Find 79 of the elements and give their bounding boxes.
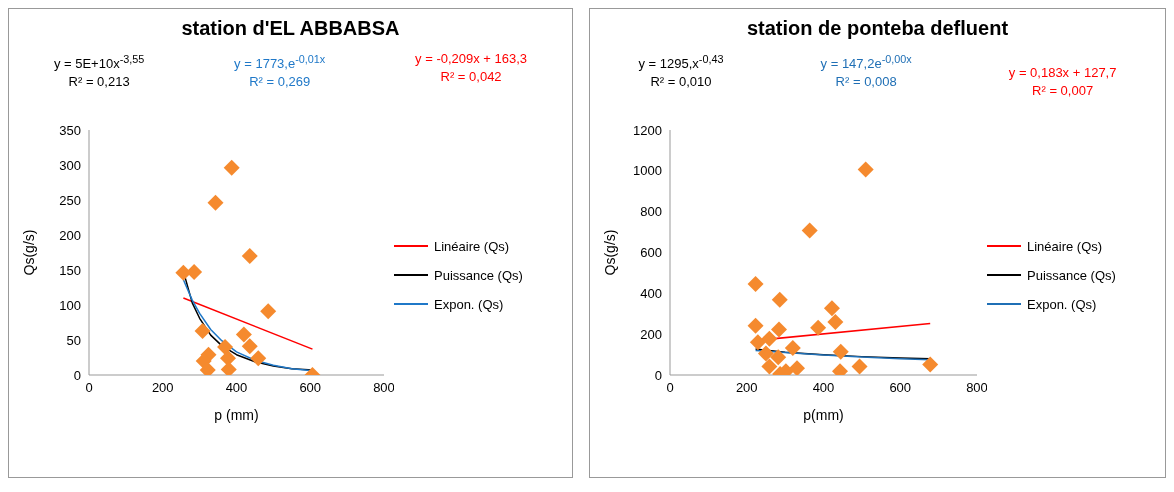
x-tick-label: 800: [373, 380, 395, 396]
point: [789, 360, 806, 375]
y-tick-label: 350: [59, 122, 81, 138]
y-tick-label: 300: [59, 157, 81, 173]
y-tick-label: 800: [640, 204, 662, 220]
point: [770, 321, 787, 338]
y-tick-label: 50: [66, 332, 81, 348]
y-tick-label: 1000: [633, 163, 662, 179]
point: [220, 361, 237, 375]
legend-label: Linéaire (Qs): [434, 238, 510, 254]
x-axis-title: p (mm): [214, 407, 259, 423]
point: [747, 275, 764, 292]
point: [223, 159, 240, 176]
point: [250, 350, 267, 367]
text: y = 0,183x + 127,7: [1008, 64, 1117, 82]
x-tick-label: 400: [225, 380, 248, 396]
point: [241, 248, 258, 264]
x-tick-label: 800: [966, 380, 988, 396]
y-tick-label: 0: [654, 367, 662, 383]
point: [801, 222, 818, 239]
point: [851, 358, 868, 375]
point: [810, 319, 827, 336]
chart-title: station de ponteba defluent: [745, 17, 1010, 40]
legend-label: Puissance (Qs): [434, 267, 523, 283]
x-tick-label: 600: [299, 380, 322, 396]
x-tick-label: 0: [666, 380, 674, 396]
point: [922, 356, 939, 373]
x-tick-label: 600: [889, 380, 912, 396]
legend-label: Linéaire (Qs): [1027, 238, 1103, 254]
text: y = 1773,e$^{-0,01x}$: [234, 52, 326, 74]
y-tick-label: 250: [59, 192, 81, 208]
point: [241, 338, 258, 355]
text: R² = 0,007: [1031, 82, 1095, 100]
point: [194, 322, 211, 339]
text: y = 147,2e$^{-0,00x}$: [820, 52, 912, 74]
point: [260, 303, 277, 320]
x-tick-label: 400: [812, 380, 835, 396]
legend-label: Expon. (Qs): [1027, 296, 1097, 312]
point: [757, 345, 774, 362]
y-tick-label: 100: [59, 297, 81, 313]
text: y = 1295,x$^{-0,43}$: [638, 52, 724, 74]
text: y = 5E+10x$^{-3,55}$: [53, 52, 145, 74]
text: R² = 0,213: [67, 73, 131, 92]
text: R² = 0,008: [834, 73, 898, 92]
y-tick-label: 150: [59, 262, 81, 278]
x-axis-title: p(mm): [803, 407, 844, 423]
point: [207, 194, 224, 211]
legend-label: Puissance (Qs): [1027, 267, 1116, 283]
y-tick-label: 0: [73, 367, 81, 383]
x-tick-label: 200: [151, 380, 174, 396]
point: [771, 291, 788, 308]
y-tick-label: 200: [640, 326, 662, 342]
point: [770, 349, 787, 366]
text: R² = 0,042: [439, 68, 503, 86]
x-tick-label: 0: [85, 380, 93, 396]
point: [823, 300, 840, 317]
point: [761, 330, 778, 347]
y-tick-label: 400: [640, 285, 662, 301]
chart-title: station d'EL ABBABSA: [180, 17, 401, 40]
text: R² = 0,010: [649, 73, 713, 92]
point: [832, 343, 849, 360]
y-axis-title: Qs(g/s): [20, 229, 37, 276]
y-tick-label: 1200: [633, 122, 662, 138]
y-tick-label: 600: [640, 245, 662, 261]
point: [857, 161, 874, 178]
point: [827, 313, 844, 330]
point: [235, 326, 252, 343]
y-axis-title: Qs(g/s): [601, 229, 618, 276]
text: R² = 0,269: [248, 73, 312, 92]
y-tick-label: 200: [59, 227, 81, 243]
point: [186, 264, 203, 281]
text: y = -0,209x + 163,3: [415, 50, 528, 68]
point: [217, 339, 234, 355]
point: [784, 340, 801, 357]
point: [747, 317, 764, 334]
point: [761, 358, 778, 375]
x-tick-label: 200: [735, 380, 758, 396]
legend-label: Expon. (Qs): [434, 296, 504, 312]
point: [749, 334, 766, 351]
